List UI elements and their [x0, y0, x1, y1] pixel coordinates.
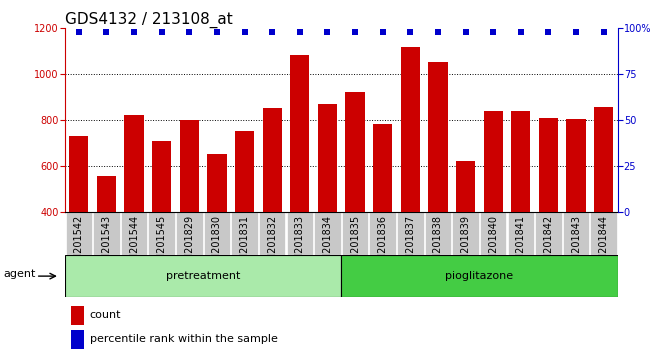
Bar [452, 212, 479, 255]
Point [433, 29, 443, 35]
Bar [341, 255, 618, 297]
Bar [594, 107, 614, 304]
Text: pioglitazone: pioglitazone [445, 271, 514, 281]
Bar [424, 212, 451, 255]
Point [239, 29, 250, 35]
Bar [71, 306, 84, 325]
Bar [397, 212, 424, 255]
Point [294, 29, 305, 35]
Bar [345, 92, 365, 304]
Text: GSM201843: GSM201843 [571, 215, 581, 274]
Text: GSM201841: GSM201841 [516, 215, 526, 274]
Bar [121, 212, 148, 255]
Text: GSM201839: GSM201839 [461, 215, 471, 274]
Text: GSM201831: GSM201831 [240, 215, 250, 274]
Point [157, 29, 167, 35]
Bar [369, 212, 396, 255]
Text: GSM201840: GSM201840 [488, 215, 498, 274]
Point [101, 29, 112, 35]
Bar [318, 104, 337, 304]
Point [515, 29, 526, 35]
Text: GSM201835: GSM201835 [350, 215, 360, 274]
Bar [69, 137, 88, 304]
Bar [480, 212, 506, 255]
Text: GSM201838: GSM201838 [433, 215, 443, 274]
Point [543, 29, 554, 35]
Point [73, 29, 84, 35]
Bar [148, 212, 175, 255]
Point [405, 29, 415, 35]
Bar [342, 212, 369, 255]
Bar [373, 124, 393, 304]
Bar [66, 212, 92, 255]
Bar [71, 330, 84, 349]
Bar [176, 212, 203, 255]
Bar [179, 120, 199, 304]
Point [129, 29, 139, 35]
Point [599, 29, 609, 35]
Text: GSM201543: GSM201543 [101, 215, 111, 274]
Text: GSM201833: GSM201833 [295, 215, 305, 274]
Text: GSM201837: GSM201837 [406, 215, 415, 274]
Bar [235, 131, 254, 304]
Point [378, 29, 388, 35]
Text: GSM201542: GSM201542 [74, 215, 84, 274]
Bar [400, 47, 420, 304]
Point [350, 29, 360, 35]
Point [212, 29, 222, 35]
Bar [563, 212, 590, 255]
Bar [263, 108, 282, 304]
Text: count: count [90, 310, 122, 320]
Bar [456, 161, 475, 304]
Bar [314, 212, 341, 255]
Bar [152, 141, 172, 304]
Text: pretreatment: pretreatment [166, 271, 240, 281]
Text: GDS4132 / 213108_at: GDS4132 / 213108_at [65, 12, 233, 28]
Bar [231, 212, 258, 255]
Bar [65, 255, 341, 297]
Point [267, 29, 278, 35]
Bar [511, 111, 530, 304]
Point [322, 29, 333, 35]
Text: GSM201842: GSM201842 [543, 215, 553, 274]
Text: GSM201829: GSM201829 [185, 215, 194, 274]
Bar [428, 62, 448, 304]
Bar [535, 212, 562, 255]
Text: GSM201544: GSM201544 [129, 215, 139, 274]
Point [460, 29, 471, 35]
Bar [124, 115, 144, 304]
Text: GSM201545: GSM201545 [157, 215, 166, 274]
Bar [508, 212, 534, 255]
Bar [287, 212, 313, 255]
Text: GSM201836: GSM201836 [378, 215, 387, 274]
Bar [566, 119, 586, 304]
Text: GSM201844: GSM201844 [599, 215, 608, 274]
Text: GSM201830: GSM201830 [212, 215, 222, 274]
Bar [203, 212, 230, 255]
Bar [97, 176, 116, 304]
Point [571, 29, 581, 35]
Bar [290, 55, 309, 304]
Bar [93, 212, 120, 255]
Text: GSM201832: GSM201832 [267, 215, 277, 274]
Bar [259, 212, 285, 255]
Text: percentile rank within the sample: percentile rank within the sample [90, 334, 278, 344]
Point [488, 29, 499, 35]
Bar [539, 118, 558, 304]
Bar [590, 212, 617, 255]
Point [184, 29, 194, 35]
Text: GSM201834: GSM201834 [322, 215, 332, 274]
Text: agent: agent [3, 269, 36, 279]
Bar [207, 154, 227, 304]
Bar [484, 111, 503, 304]
